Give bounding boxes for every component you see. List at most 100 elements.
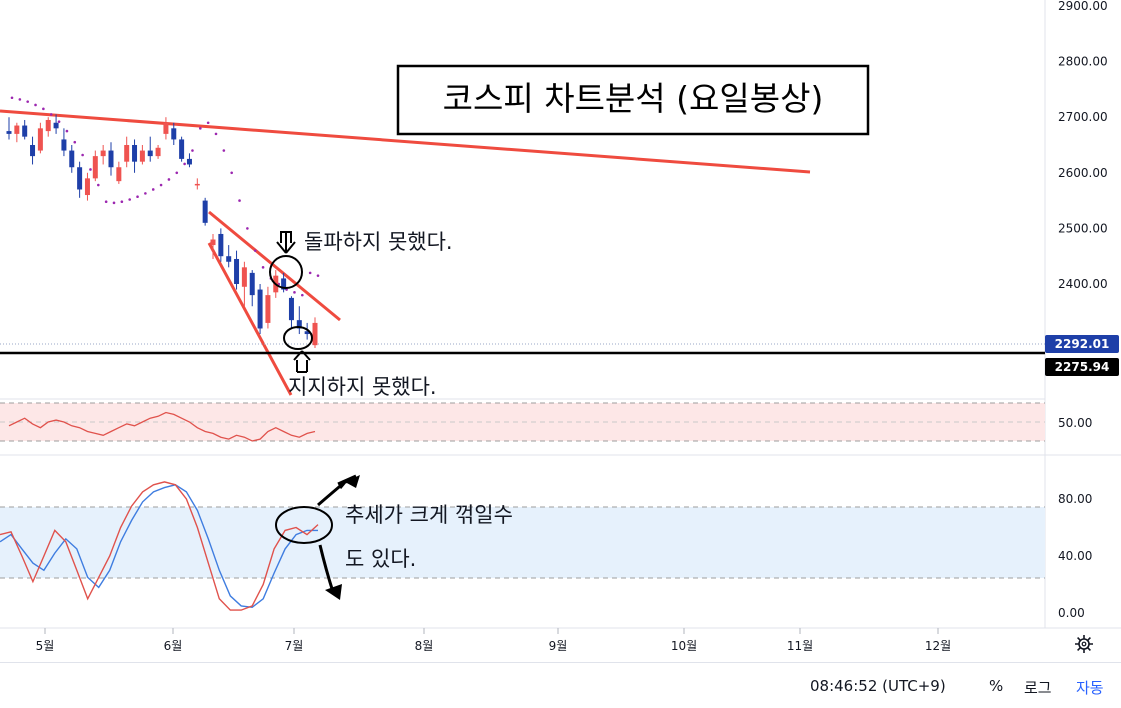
candle-body (124, 145, 130, 162)
psar-dot (151, 188, 155, 191)
psar-dot (301, 293, 304, 297)
wedge-lower-line (207, 242, 293, 396)
arrowhead-up (345, 475, 360, 488)
candle-body (77, 167, 83, 190)
candle-body (163, 122, 169, 134)
long-trendline (0, 109, 811, 174)
candle-body (22, 125, 28, 137)
time-tick-label: 10월 (671, 639, 697, 653)
candle-body (265, 295, 271, 323)
psar-dot (136, 195, 139, 199)
candle-body (257, 289, 263, 329)
psar-dot (246, 227, 249, 230)
current-price-label: 2292.01 (1055, 337, 1110, 351)
candle-body (108, 150, 114, 168)
psar-dot (34, 103, 37, 107)
candle-body (116, 167, 122, 182)
stoch-d-path (0, 484, 318, 609)
psar-dot (81, 153, 84, 157)
candle-body (139, 150, 145, 162)
candle-body (53, 122, 59, 129)
price-tick-label: 2700.00 (1058, 110, 1108, 124)
candle-body (30, 145, 36, 157)
psar-dot (42, 107, 45, 111)
chart-canvas[interactable]: 2900.00 2800.00 2700.00 2600.00 2500.00 2400.… (0, 0, 1121, 662)
candle-body (147, 150, 153, 157)
settings-gear-icon[interactable] (1074, 634, 1094, 654)
candle-body (100, 150, 106, 157)
candle-body (14, 125, 20, 134)
stoch-band (0, 507, 1045, 578)
current-price-tag (1045, 335, 1119, 353)
candle-body (92, 156, 98, 179)
time-tick-label: 9월 (549, 639, 568, 653)
psar-dot (18, 98, 22, 101)
psar-dot (120, 200, 124, 204)
price-axis: 2900.00 2800.00 2700.00 2600.00 2500.00 2400.… (1058, 0, 1108, 291)
candle-body (84, 178, 90, 196)
title-box (396, 64, 870, 136)
stoch-lines (0, 481, 319, 611)
trend-note-line1: 추세가 크게 꺾일수 (345, 503, 513, 527)
time-tick-label: 6월 (164, 639, 183, 653)
psar-dot (261, 266, 265, 269)
psar-dot (308, 271, 312, 275)
stoch-tick-label: 80.00 (1058, 492, 1092, 506)
psar-dot (49, 113, 53, 116)
candles (6, 114, 318, 348)
psar-dot (97, 183, 100, 187)
breakout-note: 돌파하지 못했다. (304, 230, 453, 254)
stoch-tick-label: 40.00 (1058, 549, 1092, 563)
log-scale-toggle[interactable]: 로그 (1024, 679, 1052, 697)
rsi-line (8, 411, 316, 442)
percent-toggle[interactable]: % (989, 677, 1004, 695)
candle-body (194, 183, 200, 186)
psar-dot (104, 200, 108, 204)
down-arrow-icon (276, 231, 296, 254)
time-axis: 5월 6월 7월 8월 9월 10월 11월 12월 (36, 628, 951, 653)
breakout-circle (269, 255, 303, 289)
candle-body (61, 139, 67, 151)
psar-dot (183, 162, 186, 166)
candle-body (6, 131, 12, 134)
time-tick-label: 11월 (787, 639, 813, 653)
candle-body (69, 150, 75, 168)
candle-body (281, 278, 287, 290)
psar-dot (175, 171, 179, 175)
clock-display: 08:46:52 (UTC+9) (810, 677, 946, 695)
price-tick-label: 2900.00 (1058, 0, 1108, 13)
candle-body (288, 297, 294, 321)
psar-dot (73, 140, 77, 144)
trend-note-line2: 도 있다. (345, 547, 416, 571)
candle-body (202, 200, 208, 223)
psar-dot (293, 291, 296, 294)
candle-body (45, 119, 51, 132)
candle-body (312, 322, 318, 346)
chart-title: 코스피 차트분석 (요일봉상) (443, 79, 824, 118)
candle-body (171, 128, 177, 140)
psar-dots (10, 96, 320, 297)
candle-body (37, 128, 43, 151)
rsi-path (8, 411, 316, 442)
up-arrow-icon (293, 350, 311, 373)
candle-body (186, 158, 192, 165)
price-tick-label: 2500.00 (1058, 221, 1108, 235)
psar-dot (214, 132, 218, 136)
candle-body (226, 256, 232, 262)
psar-dot (159, 183, 163, 187)
support-price-label: 2275.94 (1055, 360, 1110, 374)
psar-dot (26, 100, 29, 103)
time-tick-label: 8월 (415, 639, 434, 653)
stoch-axis: 80.00 40.00 0.00 (1058, 492, 1092, 620)
psar-dot (206, 121, 210, 125)
candle-body (234, 258, 240, 284)
candle-body (304, 331, 310, 335)
candle-body (179, 139, 185, 159)
psar-dot (253, 249, 257, 252)
auto-scale-toggle[interactable]: 자동 (1076, 679, 1104, 697)
support-circle (283, 326, 313, 350)
psar-dot (316, 274, 320, 277)
psar-dot (65, 129, 69, 133)
psar-dot (199, 127, 202, 130)
candle-body (241, 267, 247, 287)
